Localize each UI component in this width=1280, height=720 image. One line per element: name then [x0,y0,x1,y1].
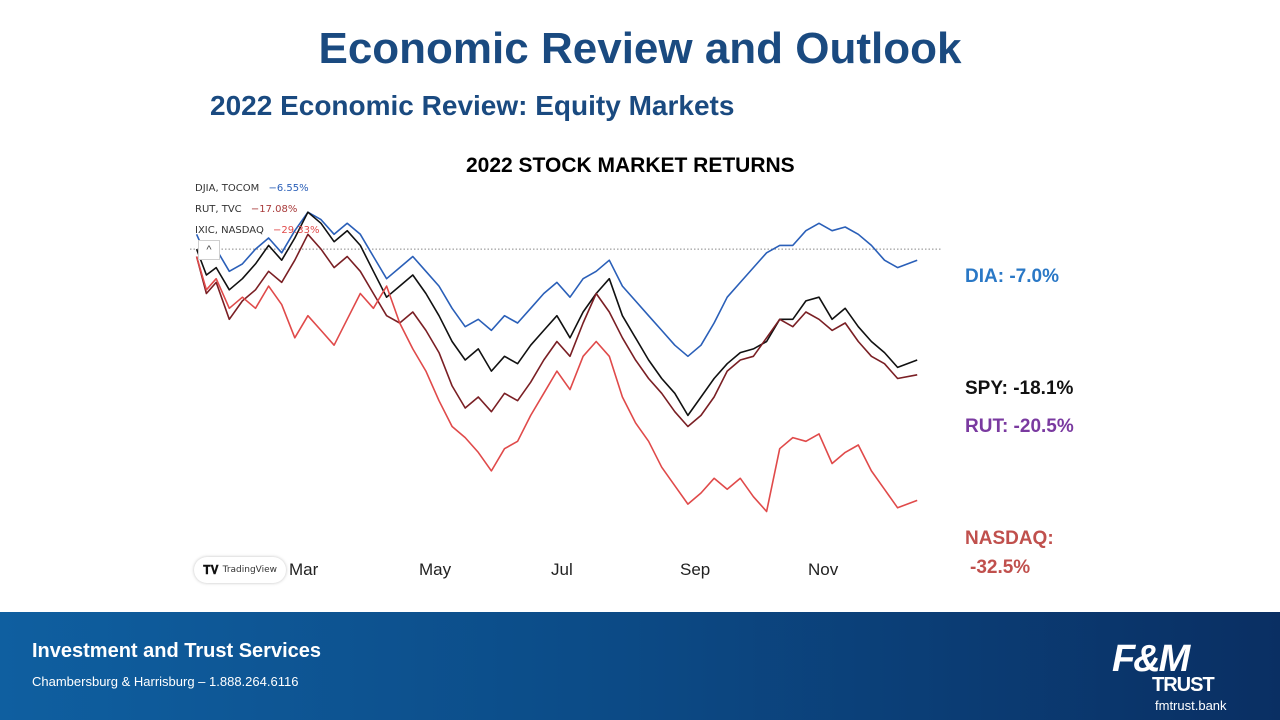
legend-item-ixic: IXIC, NASDAQ −29.33% [195,220,320,241]
legend-item-rut: RUT, TVC −17.08% [195,199,320,220]
returns-line-chart [190,211,942,513]
series-line-spy [195,211,918,417]
label-dia-return: DIA: -7.0% [965,266,1059,287]
tradingview-text: TradingView [222,565,278,575]
label-nasdaq-return-value: -32.5% [970,557,1031,578]
x-tick-may: May [419,560,452,579]
legend-item-djia: DJIA, TOCOM −6.55% [195,178,320,199]
legend-label-ixic: IXIC, NASDAQ [195,225,264,236]
legend-collapse-button[interactable]: ^ [198,240,220,260]
slide-subtitle: 2022 Economic Review: Equity Markets [210,90,735,121]
series-line-rut [195,233,918,428]
series-line-nasdaq [195,256,918,513]
footer-org-name: Investment and Trust Services [32,640,322,662]
x-tick-mar: Mar [289,560,319,579]
label-spy-return: SPY: -18.1% [965,378,1074,399]
footer-contact: Chambersburg & Harrisburg – 1.888.264.61… [32,674,299,689]
legend-value-ixic: −29.33% [273,225,320,236]
x-tick-sep: Sep [680,560,711,579]
legend-value-rut: −17.08% [250,204,298,215]
legend-label-djia: DJIA, TOCOM [195,183,260,194]
legend-value-djia: −6.55% [268,183,309,194]
tradingview-badge[interactable]: 𝐓𝐕 TradingView [194,557,286,583]
chart-legend: DJIA, TOCOM −6.55% RUT, TVC −17.08% IXIC… [195,178,320,241]
label-nasdaq-return: NASDAQ: [965,528,1054,549]
fm-trust-logo: F&M [1112,638,1190,680]
slide-title: Economic Review and Outlook [318,24,962,73]
fm-trust-logo-sub: TRUST [1152,674,1215,696]
chart-title: 2022 STOCK MARKET RETURNS [466,154,795,177]
x-tick-jul: Jul [551,560,573,579]
tradingview-logo-icon: 𝐓𝐕 [202,562,219,577]
legend-label-rut: RUT, TVC [195,204,242,215]
footer-url[interactable]: fmtrust.bank [1155,698,1227,713]
x-tick-nov: Nov [808,560,839,579]
label-rut-return: RUT: -20.5% [965,416,1074,437]
footer-band: Investment and Trust Services Chambersbu… [0,612,1280,720]
